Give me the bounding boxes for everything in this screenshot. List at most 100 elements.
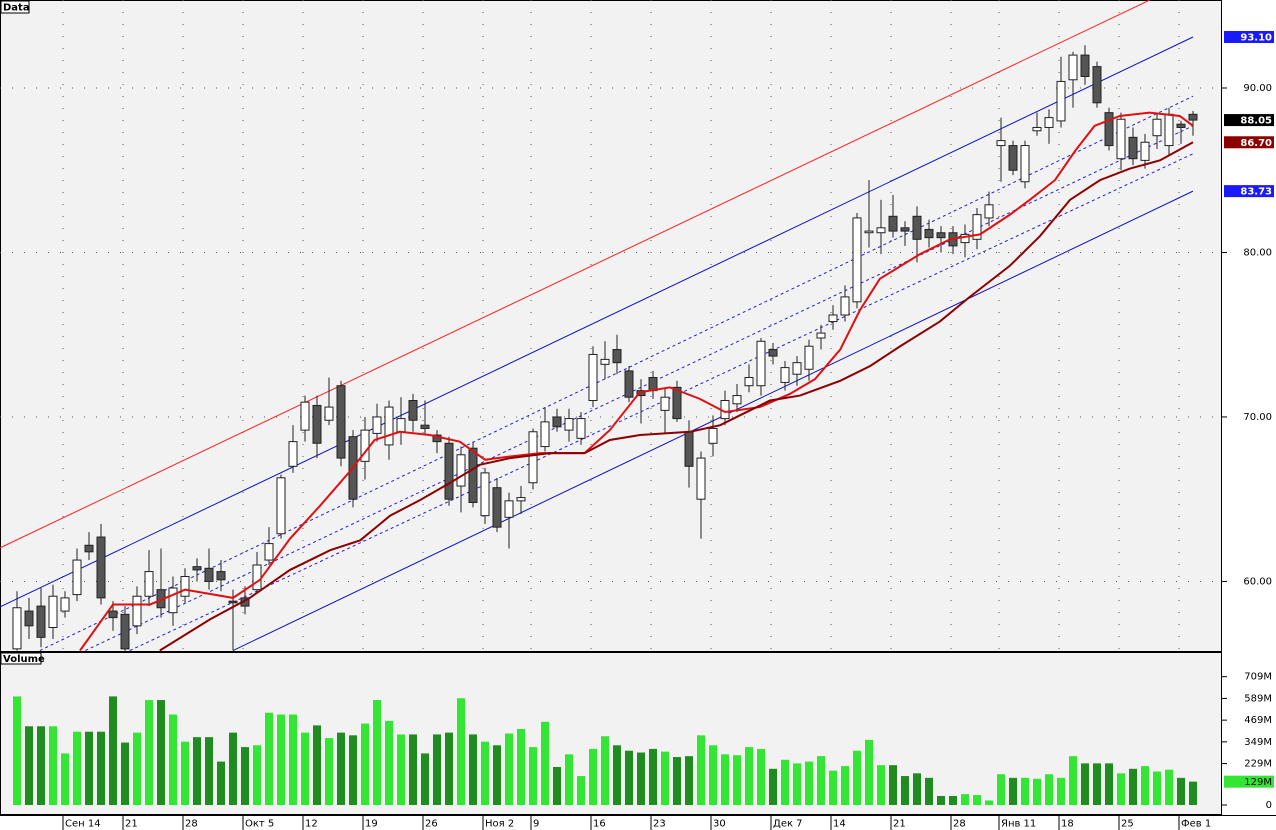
volume-bar — [841, 766, 849, 805]
volume-bar — [793, 763, 801, 805]
candle-body — [312, 404, 322, 444]
volume-bar — [313, 725, 321, 805]
candle-body — [624, 370, 634, 398]
x-tick-label: Окт 5 — [245, 819, 274, 830]
candle-body — [420, 424, 430, 429]
candle-body — [1044, 117, 1054, 128]
candle-body — [384, 406, 394, 446]
volume-bar — [505, 733, 513, 805]
candle-body — [828, 314, 838, 323]
volume-bar — [409, 734, 417, 805]
panel-title-box — [0, 0, 30, 14]
candle-body — [216, 571, 226, 581]
candle-body — [84, 544, 94, 553]
volume-bar — [61, 753, 69, 805]
volume-bar — [457, 698, 465, 805]
candle-body — [132, 595, 142, 627]
candle-body — [852, 217, 862, 303]
candle-body — [660, 396, 670, 411]
candle-body — [792, 362, 802, 375]
volume-bar — [697, 735, 705, 805]
volume-plot — [13, 696, 1197, 805]
volume-bar — [1069, 756, 1077, 805]
volume-bar — [397, 734, 405, 805]
panel-title-box — [0, 652, 42, 665]
candle-body — [936, 232, 946, 239]
volume-panel — [0, 652, 1222, 815]
volume-bar — [373, 700, 381, 805]
volume-bar — [1057, 777, 1065, 805]
volume-bar — [253, 745, 261, 805]
price-marker-label: 83.73 — [1240, 187, 1272, 198]
price-marker — [1224, 136, 1274, 149]
candle-body — [1092, 66, 1102, 104]
volume-bar — [853, 750, 861, 805]
volume-bar — [1033, 778, 1041, 805]
candle-body — [576, 418, 586, 439]
volume-bar — [481, 741, 489, 805]
volume-bar — [949, 795, 957, 805]
x-tick-label: 19 — [365, 819, 378, 830]
volume-bar — [493, 745, 501, 805]
volume-bar — [85, 731, 93, 805]
candle-body — [300, 401, 310, 431]
candle-body — [756, 340, 766, 387]
candle-body — [204, 567, 214, 582]
volume-bar — [1153, 771, 1161, 805]
candle-body — [912, 215, 922, 240]
candle-body — [72, 559, 82, 596]
x-tick-label: 26 — [425, 819, 438, 830]
volume-bar — [721, 754, 729, 805]
candle-body — [1128, 136, 1138, 160]
candle-body — [444, 442, 454, 500]
candle-body — [144, 571, 154, 597]
volume-bar — [205, 737, 213, 805]
candle-body — [456, 454, 466, 487]
volume-bar — [685, 756, 693, 805]
candle-body — [288, 441, 298, 467]
candle-body — [1104, 112, 1114, 147]
volume-bar — [709, 745, 717, 805]
channel-line — [0, 36, 1194, 608]
volume-bar — [1117, 773, 1125, 805]
x-tick-label: 12 — [305, 819, 318, 830]
volume-bar — [217, 761, 225, 805]
candle-body — [840, 296, 850, 316]
volume-bar — [289, 714, 297, 805]
volume-bar — [625, 750, 633, 805]
price-marker — [1224, 114, 1274, 127]
volume-bar — [445, 732, 453, 805]
price-marker-label: 86.70 — [1240, 138, 1272, 149]
x-tick-label: 16 — [593, 819, 606, 830]
volume-bar — [97, 731, 105, 805]
candle-body — [588, 353, 598, 402]
volume-bar — [1009, 777, 1017, 805]
volume-bar — [193, 737, 201, 805]
volume-bar — [109, 696, 117, 805]
y-tick-label: 60.00 — [1243, 576, 1272, 587]
x-tick-label: Фев 1 — [1181, 819, 1211, 830]
candle-body — [672, 386, 682, 420]
volume-bar — [121, 742, 129, 805]
volume-bar — [961, 794, 969, 805]
candle-body — [816, 332, 826, 339]
volume-bar — [37, 726, 45, 805]
volume-bar — [433, 734, 441, 805]
candle-body — [60, 597, 70, 612]
y-tick-label: 709M — [1244, 672, 1272, 683]
candle-body — [336, 385, 346, 459]
candle-body — [480, 472, 490, 517]
x-tick-label: 14 — [833, 819, 846, 830]
volume-bar — [73, 731, 81, 805]
price-plot — [0, 0, 1222, 652]
x-tick-label: Янв 11 — [1001, 819, 1036, 830]
volume-bar — [997, 774, 1005, 805]
candle-body — [48, 595, 58, 628]
y-tick-label: 90.00 — [1243, 83, 1272, 94]
volume-bar — [1045, 774, 1053, 805]
volume-bar — [829, 770, 837, 805]
volume-bar — [817, 756, 825, 805]
candle-body — [552, 416, 562, 428]
